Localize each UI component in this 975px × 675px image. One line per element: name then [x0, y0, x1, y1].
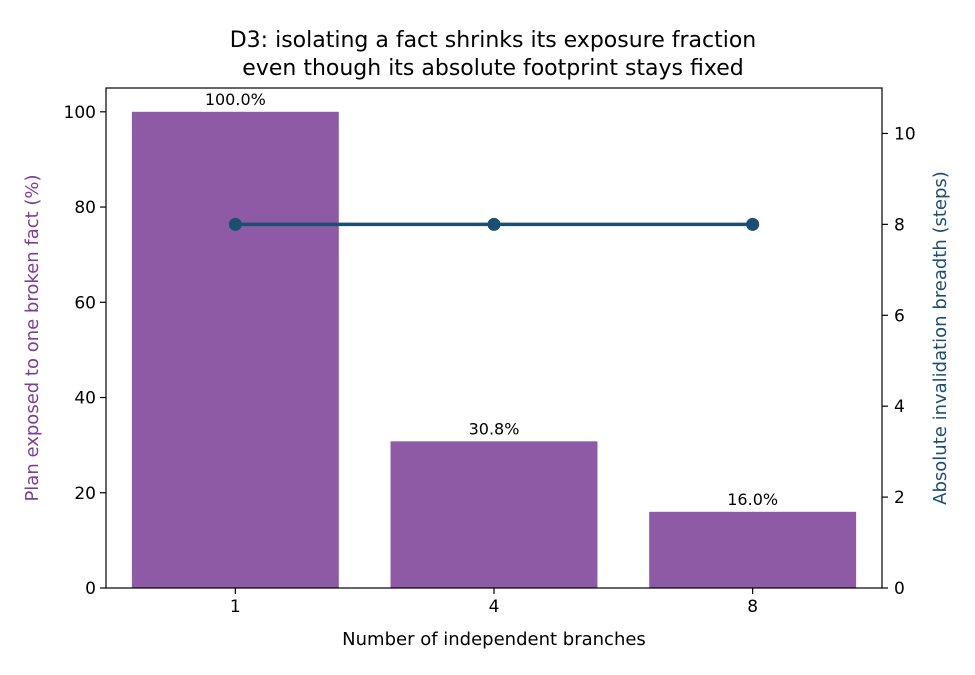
left-axis-ticks: 0 20 40 60 80 100: [64, 103, 106, 599]
left-tick-label: 40: [74, 389, 96, 409]
bar-4: [390, 441, 598, 588]
left-tick-label: 100: [64, 103, 96, 123]
x-axis-ticks: 1 4 8: [230, 588, 758, 617]
bar-1: [131, 111, 339, 589]
line-point-1: [228, 217, 242, 231]
bar-data-label: 16.0%: [727, 490, 778, 509]
chart-title-line-1: D3: isolating a fact shrinks its exposur…: [230, 28, 757, 53]
bar-8: [649, 511, 857, 588]
right-tick-label: 2: [894, 488, 905, 508]
bar-data-label: 30.8%: [469, 419, 520, 438]
right-tick-label: 10: [894, 124, 916, 144]
left-axis-label: Plan exposed to one broken fact (%): [22, 174, 43, 501]
left-tick-label: 0: [85, 579, 96, 599]
x-tick-label: 4: [489, 597, 500, 617]
x-tick-label: 8: [747, 597, 758, 617]
x-tick-label: 1: [230, 597, 241, 617]
bar-label-group: 100.0% 30.8% 16.0%: [205, 90, 778, 509]
left-tick-label: 80: [74, 198, 96, 218]
left-tick-label: 60: [74, 293, 96, 313]
right-tick-label: 6: [894, 306, 905, 326]
chart-title-line-2: even though its absolute footprint stays…: [242, 56, 743, 81]
x-axis-label: Number of independent branches: [342, 629, 646, 650]
bar-data-label: 100.0%: [205, 90, 266, 109]
right-tick-label: 4: [894, 397, 905, 417]
right-axis-label: Absolute invalidation breadth (steps): [930, 171, 951, 505]
bar-group: [131, 111, 857, 589]
right-tick-label: 0: [894, 579, 905, 599]
line-series-group: [228, 217, 760, 231]
right-axis-ticks: 0 2 4 6 8 10: [882, 124, 916, 599]
line-point-8: [746, 217, 760, 231]
line-point-4: [487, 217, 501, 231]
right-tick-label: 8: [894, 215, 905, 235]
left-tick-label: 20: [74, 484, 96, 504]
